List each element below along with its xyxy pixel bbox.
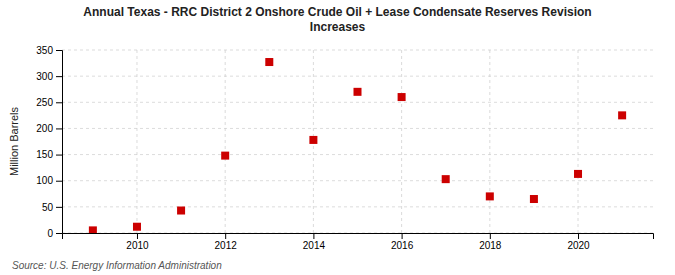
chart: Annual Texas - RRC District 2 Onshore Cr…	[0, 0, 675, 275]
point	[309, 136, 317, 144]
tick-label: 200	[36, 123, 53, 134]
tick: 2012	[215, 233, 238, 251]
tick-mark	[56, 50, 62, 51]
point	[177, 207, 185, 215]
point	[574, 170, 582, 178]
tick: 2020	[567, 233, 590, 251]
tick-label: 50	[42, 202, 54, 213]
grid-line	[62, 154, 653, 155]
tick: 250	[36, 97, 62, 108]
point	[133, 223, 141, 231]
tick-mark	[56, 233, 62, 234]
tick: 350	[36, 45, 62, 56]
tick: 150	[36, 149, 62, 160]
grid-line	[225, 50, 226, 233]
tick: 300	[36, 71, 62, 82]
chart-container: Annual Texas - RRC District 2 Onshore Cr…	[0, 0, 675, 275]
point	[398, 93, 406, 101]
tick-mark	[56, 76, 62, 77]
point	[486, 192, 494, 200]
x-axis: 2010 2012 2014 2016 2018 2020	[63, 233, 654, 251]
tick-mark	[402, 233, 403, 239]
grid-line	[62, 128, 653, 129]
tick-label: 2020	[567, 240, 590, 251]
grid	[62, 50, 653, 233]
point	[442, 175, 450, 183]
tick-label: 2010	[126, 240, 149, 251]
tick-mark	[578, 233, 579, 239]
tick: 2018	[479, 233, 502, 251]
tick: 200	[36, 123, 62, 134]
grid-line	[578, 50, 579, 233]
grid-line	[62, 206, 653, 207]
point	[265, 58, 273, 66]
y-axis-label: Million Barrels	[8, 106, 20, 176]
axis-line	[63, 234, 654, 240]
point	[89, 226, 97, 233]
grid-line	[401, 50, 402, 233]
tick-label: 250	[36, 97, 53, 108]
axis-line	[56, 51, 63, 234]
grid-line	[62, 76, 653, 77]
point	[354, 88, 362, 96]
plot: 2010 2012 2014 2016 2018 2020 0 50 100 150 200 250 3…	[8, 45, 654, 251]
tick-mark	[137, 233, 138, 239]
tick-label: 2018	[479, 240, 502, 251]
y-axis: 0 50 100 150 200 250 300 350	[36, 45, 62, 239]
tick-mark	[56, 207, 62, 208]
grid-line	[136, 50, 137, 233]
tick-mark	[313, 233, 314, 239]
tick-mark	[490, 233, 491, 239]
tick: 100	[36, 175, 62, 186]
tick-mark	[56, 181, 62, 182]
tick-mark	[225, 233, 226, 239]
tick-label: 300	[36, 71, 53, 82]
tick-mark	[56, 155, 62, 156]
tick-label: 0	[47, 228, 53, 239]
grid-line	[62, 50, 653, 51]
tick-label: 150	[36, 149, 53, 160]
source: Source: U.S. Energy Information Administ…	[12, 260, 222, 271]
tick: 50	[42, 202, 62, 213]
tick-label: 2016	[391, 240, 414, 251]
tick-label: 2014	[303, 240, 326, 251]
point	[530, 195, 538, 203]
point	[618, 111, 626, 119]
tick-label: 350	[36, 45, 53, 56]
tick-label: 2012	[215, 240, 238, 251]
points	[89, 58, 626, 233]
tick: 2016	[391, 233, 414, 251]
tick: 0	[47, 228, 62, 239]
title: Annual Texas - RRC District 2 Onshore Cr…	[83, 5, 591, 34]
point	[221, 152, 229, 160]
grid-line	[62, 180, 653, 181]
tick-label: 100	[36, 175, 53, 186]
tick-mark	[56, 128, 62, 129]
grid-line	[62, 102, 653, 103]
tick-mark	[56, 102, 62, 103]
tick: 2010	[126, 233, 149, 251]
grid-line	[489, 50, 490, 233]
tick: 2014	[303, 233, 326, 251]
